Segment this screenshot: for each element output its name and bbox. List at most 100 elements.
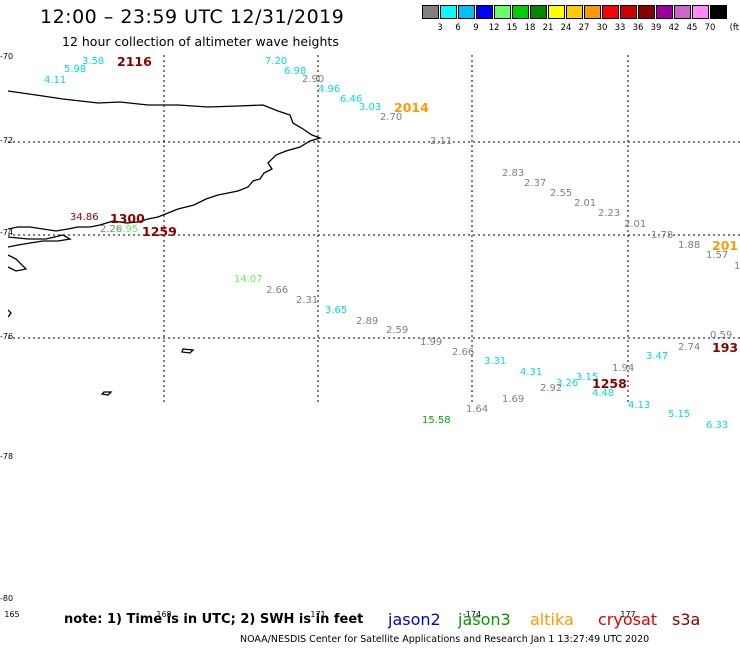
wave-height-value: 2.89 bbox=[356, 316, 379, 327]
wave-height-value: 6.46 bbox=[340, 94, 363, 105]
satellite-pass-time: 2116 bbox=[117, 54, 152, 69]
latitude-label: -76 bbox=[0, 332, 14, 341]
colorbar-swatch bbox=[548, 5, 565, 19]
legend-item-jason3: jason3 bbox=[458, 610, 511, 629]
wave-height-value: 3.03 bbox=[359, 102, 382, 113]
colorbar-swatch bbox=[638, 5, 655, 19]
wave-height-value: 1.88 bbox=[678, 240, 701, 251]
colorbar-swatch bbox=[656, 5, 673, 19]
wave-height-value: 2.01 bbox=[574, 198, 597, 209]
legend-item-cryosat: cryosat bbox=[598, 610, 658, 629]
latitude-label: -74 bbox=[0, 228, 14, 237]
colorbar-swatch bbox=[674, 5, 691, 19]
wave-height-value: 2.59 bbox=[386, 325, 409, 336]
wave-height-value: 3.58 bbox=[82, 56, 105, 67]
wave-height-value: 3.26 bbox=[556, 378, 579, 389]
wave-height-value: 2.83 bbox=[502, 168, 525, 179]
longitude-label: -174 bbox=[462, 610, 482, 619]
colorbar-swatch bbox=[476, 5, 493, 19]
colorbar-tick-label: 30 bbox=[596, 23, 608, 33]
colorbar-swatch bbox=[584, 5, 601, 19]
wave-height-value: 4.96 bbox=[318, 84, 341, 95]
legend-item-altika: altika bbox=[530, 610, 574, 629]
colorbar-tick-label: 21 bbox=[542, 23, 554, 33]
satellite-pass-time: 1300 bbox=[110, 211, 145, 226]
wave-height-value: 2.31 bbox=[296, 295, 319, 306]
colorbar-swatch bbox=[692, 5, 709, 19]
wave-height-value: 1.94 bbox=[612, 363, 635, 374]
colorbar-swatch bbox=[440, 5, 457, 19]
longitude-label: 168 bbox=[156, 610, 172, 619]
latitude-label: -70 bbox=[0, 52, 14, 61]
colorbar-tick-label: 33 bbox=[614, 23, 626, 33]
wave-height-value: 2.37 bbox=[524, 178, 547, 189]
wave-height-value: 1.99 bbox=[420, 337, 443, 348]
colorbar-tick-label: 3 bbox=[437, 23, 443, 33]
wave-height-value: 2.66 bbox=[452, 347, 475, 358]
wave-height-value: 15.58 bbox=[422, 415, 451, 426]
colorbar-swatch bbox=[494, 5, 511, 19]
page-subtitle: 12 hour collection of altimeter wave hei… bbox=[62, 34, 339, 49]
colorbar-tick-label: 42 bbox=[668, 23, 680, 33]
page-title: 12:00 – 23:59 UTC 12/31/2019 bbox=[40, 6, 345, 28]
wave-height-value: 5.15 bbox=[668, 409, 691, 420]
wave-height-value: 2.90 bbox=[302, 74, 325, 85]
wave-height-value: 2.11 bbox=[430, 136, 453, 147]
colorbar-tick-label: 27 bbox=[578, 23, 590, 33]
colorbar-unit: (ft) bbox=[729, 23, 740, 33]
wave-height-value: 2.66 bbox=[266, 285, 289, 296]
wave-height-value: 4.11 bbox=[44, 75, 67, 86]
wave-height-value: 4.48 bbox=[592, 388, 615, 399]
credit-line: NOAA/NESDIS Center for Satellite Applica… bbox=[240, 634, 650, 645]
colorbar-tick-label: 9 bbox=[473, 23, 479, 33]
longitude-label: 177 bbox=[620, 610, 636, 619]
wave-height-value: 14.07 bbox=[234, 274, 263, 285]
colorbar-swatch bbox=[602, 5, 619, 19]
wave-height-value: 1 bbox=[734, 261, 740, 272]
wave-height-value: 3.15 bbox=[576, 372, 599, 383]
colorbar-swatch bbox=[458, 5, 475, 19]
colorbar-tick-label: 36 bbox=[632, 23, 644, 33]
wave-height-value: 2.55 bbox=[550, 188, 573, 199]
colorbar-swatch bbox=[512, 5, 529, 19]
satellite-pass-time: 201 bbox=[712, 238, 739, 253]
satellite-pass-time: 1258 bbox=[592, 376, 627, 391]
longitude-label: 165 bbox=[4, 610, 20, 619]
colorbar-tick-label: 15 bbox=[506, 23, 518, 33]
colorbar-tick-label: 24 bbox=[560, 23, 572, 33]
wave-height-value: 2.95 bbox=[116, 224, 139, 235]
wave-height-value: 1.64 bbox=[466, 404, 489, 415]
wave-height-value: 3.31 bbox=[484, 356, 507, 367]
wave-height-value: 2.70 bbox=[380, 112, 403, 123]
colorbar-swatch bbox=[566, 5, 583, 19]
wave-height-value: 3.65 bbox=[325, 305, 348, 316]
note-text: note: 1) Time is in UTC; 2) SWH is in fe… bbox=[64, 612, 364, 627]
wave-height-value: 2.23 bbox=[598, 208, 621, 219]
wave-height-value: 34.86 bbox=[70, 212, 99, 223]
wave-height-value: 6.33 bbox=[706, 420, 729, 431]
legend-item-jason2: jason2 bbox=[388, 610, 441, 629]
wave-height-value: 5.98 bbox=[64, 64, 87, 75]
colorbar-tick-label: 39 bbox=[650, 23, 662, 33]
wave-height-value: 2.26 bbox=[100, 224, 123, 235]
colorbar-tick-label: 18 bbox=[524, 23, 536, 33]
colorbar-tick-label: 6 bbox=[455, 23, 461, 33]
colorbar-tick-label: 12 bbox=[488, 23, 500, 33]
wave-height-value: 4.13 bbox=[628, 400, 651, 411]
latitude-label: -72 bbox=[0, 136, 14, 145]
wave-height-value: 1.78 bbox=[651, 230, 674, 241]
colorbar-swatch bbox=[530, 5, 547, 19]
coastline bbox=[8, 90, 323, 396]
latitude-label: -78 bbox=[0, 452, 14, 461]
colorbar-tick-label: 45 bbox=[686, 23, 698, 33]
colorbar-tick-label: 70 bbox=[704, 23, 716, 33]
wave-height-value: 1.69 bbox=[502, 394, 525, 405]
colorbar-swatch bbox=[620, 5, 637, 19]
latitude-label: -80 bbox=[0, 594, 14, 603]
wave-height-value: 4.31 bbox=[520, 367, 543, 378]
grid-lines bbox=[8, 55, 740, 405]
wave-height-value: 1.57 bbox=[706, 250, 729, 261]
legend-item-s3a: s3a bbox=[672, 610, 701, 629]
wave-height-value: 2.92 bbox=[540, 383, 563, 394]
satellite-pass-time: 193 bbox=[712, 340, 739, 355]
